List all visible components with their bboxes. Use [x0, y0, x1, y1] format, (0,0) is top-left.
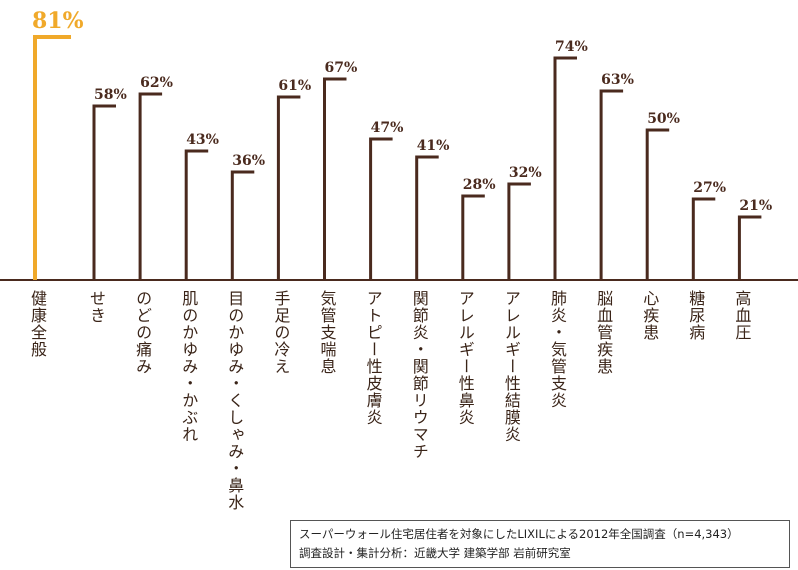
note-box: スーパーウォール住宅居住者を対象にしたLIXILによる2012年全国調査（n=4… — [290, 520, 790, 568]
value-label: 47% — [371, 120, 404, 136]
x-tick-label: のどの痛み — [133, 290, 153, 375]
bar — [92, 104, 116, 280]
x-tick-label: 肺炎・気管支炎 — [548, 290, 567, 409]
bar — [184, 149, 209, 280]
value-label: 41% — [417, 138, 450, 154]
bar — [691, 197, 716, 280]
value-label: 81% — [32, 8, 84, 34]
x-tick-label: 糖尿病 — [686, 290, 706, 341]
value-label: 28% — [463, 177, 496, 193]
value-label: 21% — [739, 198, 772, 214]
bar — [369, 137, 393, 280]
bar — [599, 89, 624, 280]
x-tick-label: 関節炎・関節リウマチ — [409, 290, 429, 460]
value-label: 50% — [647, 111, 680, 127]
value-label: 43% — [186, 132, 219, 148]
value-label: 58% — [94, 87, 127, 103]
x-tick-label: 肌のかゆみ・かぶれ — [179, 290, 199, 443]
x-tick-label: 心疾患 — [640, 290, 660, 341]
bar — [737, 215, 762, 280]
x-tick-label: アトピー性皮膚炎 — [363, 290, 383, 426]
bar — [138, 92, 163, 280]
bar — [276, 95, 301, 280]
x-tick-label: アレルギー性結膜炎 — [501, 290, 521, 443]
value-label: 32% — [509, 165, 542, 181]
value-label: 63% — [601, 72, 634, 88]
bar — [507, 182, 531, 280]
x-tick-label: 目のかゆみ・くしゃみ・鼻水 — [225, 290, 245, 511]
bar — [33, 35, 71, 280]
x-tick-label: 高血圧 — [732, 290, 752, 341]
bar — [553, 56, 577, 280]
value-label: 27% — [693, 180, 726, 196]
x-tick-label: 健康全般 — [28, 290, 47, 358]
value-label: 62% — [140, 75, 173, 91]
note: スーパーウォール住宅居住者を対象にしたLIXILによる2012年全国調査（n=4… — [299, 527, 739, 541]
value-label: 36% — [232, 153, 265, 169]
bar — [230, 170, 255, 280]
x-tick-label: せき — [87, 290, 106, 324]
value-label: 74% — [555, 39, 588, 55]
bar — [461, 194, 485, 280]
x-tick-label: 気管支喘息 — [317, 290, 337, 375]
bar — [323, 77, 347, 280]
note: 調査設計・集計分析：近畿大学 建築学部 岩前研究室 — [299, 546, 571, 560]
value-label: 67% — [325, 60, 358, 76]
x-tick-label: 手足の冷え — [271, 290, 291, 375]
bar — [415, 155, 439, 280]
x-tick-label: アレルギー性鼻炎 — [455, 290, 475, 426]
value-label: 61% — [278, 78, 311, 94]
x-tick-label: 脳血管疾患 — [594, 290, 614, 375]
bar — [645, 128, 670, 280]
